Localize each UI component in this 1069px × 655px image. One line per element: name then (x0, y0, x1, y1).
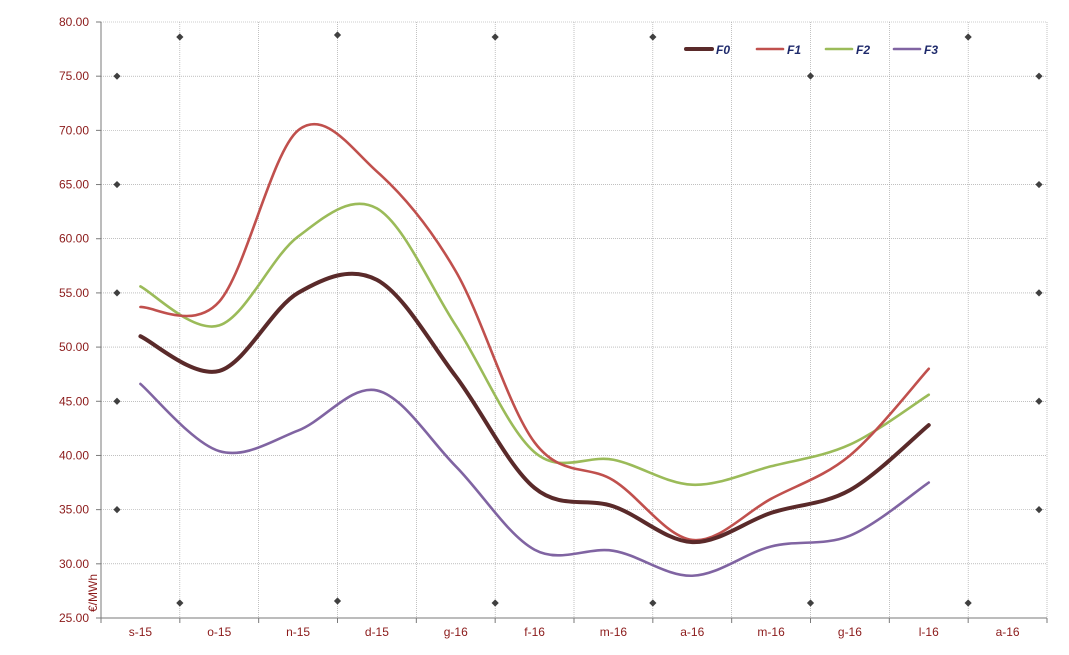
diamond-marker (1035, 397, 1043, 405)
x-tick-label: g-16 (444, 625, 468, 639)
diamond-marker (113, 506, 121, 514)
y-tick-label: 75.00 (59, 69, 89, 83)
x-tick-label: a-16 (680, 625, 704, 639)
diamond-marker (964, 33, 972, 41)
y-tick-label: 60.00 (59, 232, 89, 246)
diamond-marker (491, 33, 499, 41)
x-tick-label: d-15 (365, 625, 389, 639)
series-line-f2 (139, 202, 931, 487)
diamond-marker (113, 72, 121, 80)
y-tick-label: 55.00 (59, 286, 89, 300)
diamond-marker (1035, 506, 1043, 514)
legend-label-f1: F1 (787, 43, 801, 57)
diamond-marker (333, 31, 342, 39)
x-tick-labels: s-15 o-15 n-15 d-15 g-16 f-16 m-16 a-16 m-16 g-16… (129, 625, 1020, 639)
legend-label-f3: F3 (924, 43, 938, 57)
diamond-marker (964, 599, 972, 607)
y-tick-label: 80.00 (59, 15, 89, 29)
decorative-markers (113, 31, 1043, 607)
series-line-f1 (139, 122, 931, 542)
y-tick-label: 40.00 (59, 448, 89, 462)
diamond-marker (176, 599, 184, 607)
y-tick-label: 45.00 (59, 394, 89, 408)
diamond-marker (649, 33, 657, 41)
x-tick-label: g-16 (838, 625, 862, 639)
y-axis-label: €/MWh (86, 574, 100, 612)
x-tick-label: a-16 (996, 625, 1020, 639)
grid (101, 21, 1048, 618)
y-tick-label: 25.00 (59, 611, 89, 625)
x-tick-label: n-15 (286, 625, 310, 639)
diamond-marker (806, 72, 815, 80)
diamond-marker (113, 180, 121, 189)
diamond-marker (113, 289, 121, 297)
x-tick-label: f-16 (524, 625, 545, 639)
diamond-marker (806, 599, 815, 607)
diamond-marker (1035, 72, 1043, 80)
diamond-marker (176, 33, 184, 41)
y-tick-labels: 25.00 30.00 35.00 40.00 45.00 50.00 55.00 60.00… (59, 15, 89, 625)
x-tick-label: o-15 (207, 625, 231, 639)
x-tick-label: m-16 (757, 625, 785, 639)
diamond-marker (649, 599, 657, 607)
axes (96, 21, 1048, 623)
y-tick-label: 30.00 (59, 557, 89, 571)
legend: F0 F1 F2 F3 (684, 43, 938, 57)
x-tick-label: l-16 (919, 625, 939, 639)
x-tick-label: m-16 (600, 625, 628, 639)
legend-label-f2: F2 (856, 43, 870, 57)
legend-label-f0: F0 (716, 43, 730, 57)
y-tick-label: 65.00 (59, 178, 89, 192)
diamond-marker (1035, 289, 1043, 297)
y-tick-label: 35.00 (59, 503, 89, 517)
x-tick-label: s-15 (129, 625, 153, 639)
series-lines (138, 122, 931, 578)
y-tick-label: 50.00 (59, 340, 89, 354)
diamond-marker (333, 597, 342, 605)
diamond-marker (491, 599, 499, 607)
diamond-marker (113, 397, 121, 405)
series-line-f3 (139, 382, 931, 578)
diamond-marker (1035, 180, 1043, 189)
y-tick-label: 70.00 (59, 123, 89, 137)
series-line-f0 (138, 271, 931, 545)
